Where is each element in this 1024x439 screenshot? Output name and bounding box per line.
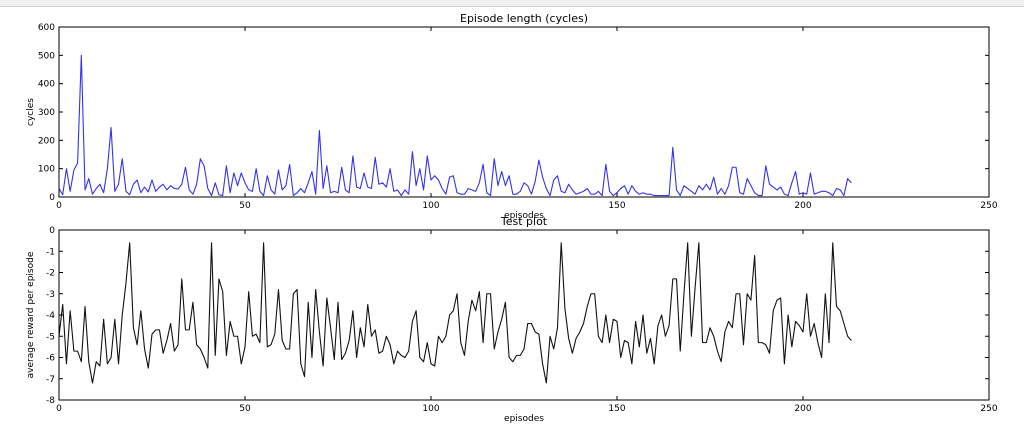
series-line-1: [58, 54, 852, 197]
y-tick-label: -3: [46, 290, 55, 300]
x-tick-label: 50: [239, 404, 251, 414]
x-tick-label: 250: [980, 201, 997, 211]
y-tick-label: 0: [49, 226, 55, 236]
chart-2: 0 50 100 150 200 250 0 -1 -2 -3 -4 -5 -6 -7 -8 Test plo…: [26, 215, 998, 424]
chart-1: 0 50 100 150 200 250 0 100 200 300 400 500 600 Episod…: [26, 12, 998, 221]
x-tick-label: 150: [608, 404, 625, 414]
y-axis-label: cycles: [26, 98, 36, 126]
x-tick-label: 100: [422, 404, 439, 414]
x-axis-label: episodes: [504, 211, 544, 221]
y-tick-label: 600: [38, 23, 55, 33]
y-axis-label: average reward per episode: [26, 251, 36, 378]
series-line-1: [58, 242, 852, 384]
plot-frame: [58, 229, 990, 401]
y-tick-label: -2: [46, 269, 55, 279]
x-tick-label: 150: [608, 201, 625, 211]
x-tick-label: 250: [980, 404, 997, 414]
x-tick-label: 100: [422, 201, 439, 211]
y-tick-label: -6: [46, 354, 55, 364]
x-tick-label: 200: [794, 404, 811, 414]
y-tick-label: -7: [46, 375, 55, 385]
y-tick-label: -1: [46, 247, 55, 257]
window-top-bar: [0, 0, 1024, 7]
y-tick-label: -8: [46, 396, 55, 406]
x-tick-label: 200: [794, 201, 811, 211]
x-axis-label: episodes: [504, 414, 544, 424]
x-tick-label: 0: [56, 404, 62, 414]
chart-title: Episode length (cycles): [460, 12, 588, 25]
y-tick-label: 300: [38, 108, 55, 118]
y-tick-label: -5: [46, 332, 55, 342]
x-tick-label: 50: [239, 201, 251, 211]
y-tick-label: 0: [49, 193, 55, 203]
y-tick-label: 100: [38, 165, 55, 175]
y-tick-label: 200: [38, 136, 55, 146]
y-tick-label: 400: [38, 80, 55, 90]
y-tick-label: 500: [38, 51, 55, 61]
y-tick-label: -4: [46, 311, 55, 321]
chart-title: Test plot: [500, 215, 548, 228]
x-tick-label: 0: [56, 201, 62, 211]
